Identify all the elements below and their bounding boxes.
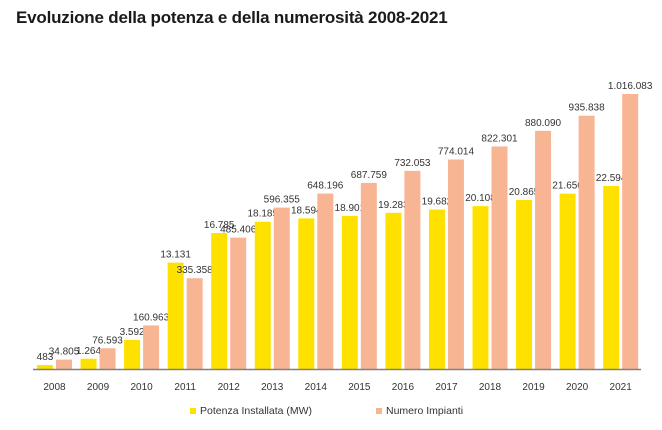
data-label-numero: 1.016.083 <box>608 81 653 92</box>
legend-item-potenza: Potenza Installata (MW) <box>190 405 312 417</box>
bar-numero <box>535 130 552 369</box>
data-label-potenza: 3.592 <box>120 327 145 338</box>
data-label-numero: 774.014 <box>438 147 475 158</box>
data-label-numero: 935.838 <box>569 103 606 114</box>
data-label-potenza: 18.901 <box>335 203 366 214</box>
data-label-potenza: 21.650 <box>552 181 583 192</box>
x-tick-label: 2011 <box>174 382 196 393</box>
bar-potenza <box>37 365 53 369</box>
x-tick-label: 2017 <box>435 382 458 393</box>
x-tick-label: 2021 <box>610 382 633 393</box>
data-label-potenza: 1.264 <box>76 346 101 357</box>
data-label-numero: 648.196 <box>307 181 344 192</box>
bar-numero <box>404 170 421 369</box>
chart-title: Evoluzione della potenza e della numeros… <box>16 8 448 27</box>
data-label-numero: 822.301 <box>481 133 518 144</box>
bar-numero <box>317 193 334 369</box>
data-label-numero: 335.358 <box>177 265 214 276</box>
bar-numero <box>578 115 595 370</box>
data-label-potenza: 19.682 <box>422 197 453 208</box>
data-label-potenza: 18.185 <box>247 209 278 220</box>
data-label-potenza: 22.594 <box>596 173 627 184</box>
legend-label-numero: Numero Impianti <box>386 405 464 417</box>
data-label-numero: 485.406 <box>220 225 257 236</box>
data-label-potenza: 13.131 <box>160 250 191 261</box>
x-tick-label: 2009 <box>87 382 110 393</box>
legend-label-potenza: Potenza Installata (MW) <box>200 405 313 417</box>
data-label-numero: 76.593 <box>92 335 123 346</box>
data-label-potenza: 20.865 <box>509 187 540 198</box>
x-tick-label: 2008 <box>43 382 66 393</box>
bar-potenza <box>516 200 533 369</box>
bar-potenza <box>80 358 97 369</box>
legend-swatch-potenza <box>190 408 196 414</box>
legend-item-numero: Numero Impianti <box>376 405 463 417</box>
bar-potenza <box>559 193 576 369</box>
bar-potenza <box>167 262 184 369</box>
data-label-potenza: 20.108 <box>465 193 496 204</box>
data-label-numero: 880.090 <box>525 118 562 129</box>
bar-potenza <box>124 339 141 369</box>
bar-numero <box>447 159 464 369</box>
x-tick-label: 2019 <box>522 382 545 393</box>
bar-numero <box>491 146 508 369</box>
data-label-numero: 160.963 <box>133 312 170 323</box>
bar-potenza <box>211 233 228 369</box>
bar-potenza <box>428 209 445 369</box>
data-label-numero: 732.053 <box>394 158 431 169</box>
legend-swatch-numero <box>376 408 382 414</box>
bar-numero <box>56 359 72 369</box>
x-tick-label: 2015 <box>348 382 371 393</box>
bar-numero <box>273 207 290 369</box>
data-label-potenza: 19.283 <box>378 200 409 211</box>
bar-potenza <box>603 186 620 369</box>
bar-numero <box>186 278 203 369</box>
bar-numero <box>143 325 160 369</box>
data-label-numero: 34.805 <box>49 347 80 358</box>
x-tick-label: 2016 <box>392 382 415 393</box>
x-tick-label: 2014 <box>305 382 328 393</box>
x-tick-label: 2020 <box>566 382 589 393</box>
bar-numero <box>99 348 116 369</box>
bar-potenza <box>385 212 402 369</box>
data-label-numero: 596.355 <box>264 195 301 206</box>
bar-potenza <box>298 218 315 369</box>
data-label-potenza: 483 <box>37 352 54 363</box>
data-label-potenza: 16.785 <box>204 220 235 231</box>
bar-potenza <box>254 221 271 369</box>
x-tick-label: 2010 <box>130 382 153 393</box>
bar-potenza <box>472 206 489 369</box>
bar-numero <box>622 94 639 369</box>
data-label-numero: 687.759 <box>351 170 388 181</box>
bar-potenza <box>341 215 358 369</box>
x-tick-label: 2012 <box>218 382 241 393</box>
x-tick-label: 2013 <box>261 382 284 393</box>
bar-numero <box>230 237 247 369</box>
bar-numero <box>360 182 377 369</box>
data-label-potenza: 18.594 <box>291 205 322 216</box>
x-tick-label: 2018 <box>479 382 502 393</box>
